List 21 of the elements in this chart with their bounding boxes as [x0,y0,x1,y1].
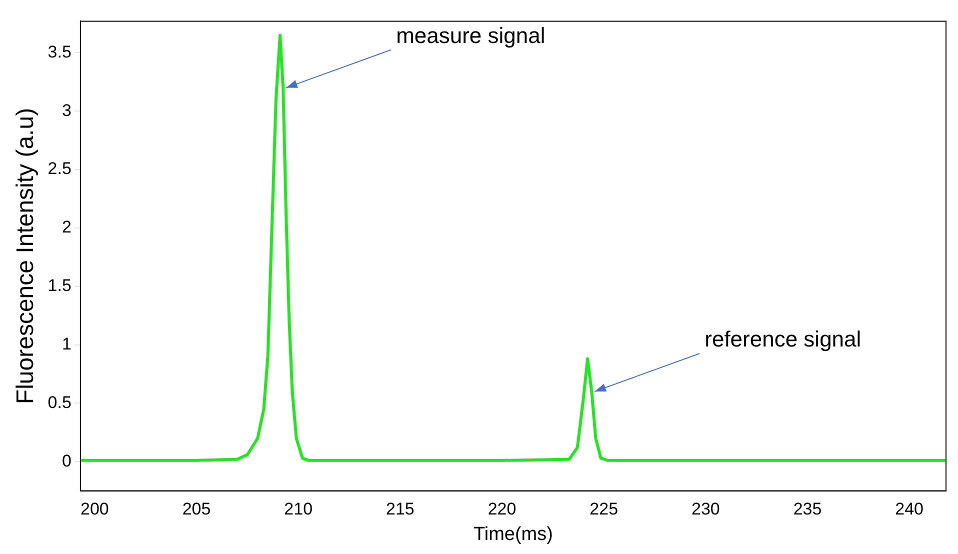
y-tick-label: 0 [62,451,72,470]
y-tick-label: 1.5 [48,276,72,296]
y-tick-label: 1 [62,334,72,354]
x-tick-label: 235 [793,500,822,519]
y-tick-label: 3.5 [48,42,72,62]
y-tick-label: 2.5 [48,159,72,178]
y-tick-label: 2 [62,218,72,237]
x-tick-label: 215 [386,500,414,519]
x-tick-label: 225 [590,500,618,519]
x-axis-title: Time(ms) [473,524,553,545]
x-tick-label: 220 [488,500,516,519]
y-axis-title: Fluorescence Intensity (a.u) [12,108,40,404]
x-tick-label: 205 [182,500,211,519]
annotation: reference signal [704,326,862,352]
y-tick-label: 0.5 [48,392,72,412]
x-tick-label: 210 [284,500,313,519]
x-tick-label: 230 [691,500,720,519]
y-tick-label: 3 [62,100,72,120]
x-tick-label: 240 [895,500,924,519]
annotation: measure signal [396,22,546,48]
x-tick-label: 200 [80,500,109,519]
